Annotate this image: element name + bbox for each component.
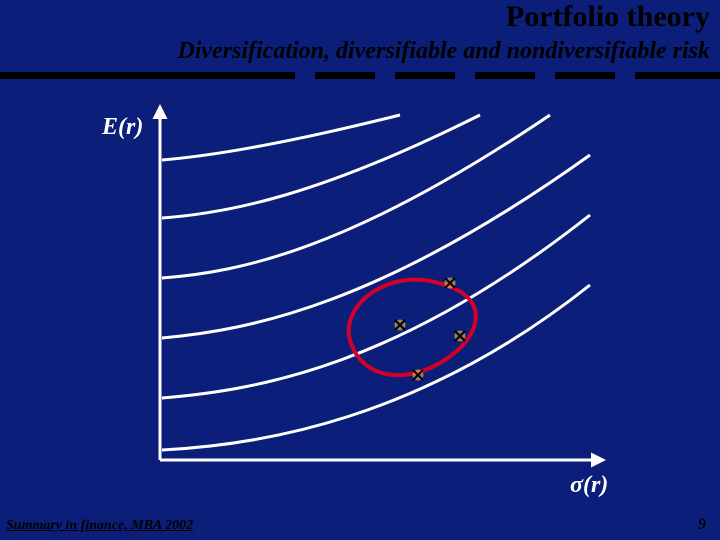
- page-number: 9: [698, 516, 706, 534]
- indifference-curve: [162, 115, 400, 160]
- divider-segment: [635, 72, 720, 79]
- chart-area: E(r) σ(r): [100, 100, 620, 490]
- indifference-curve: [162, 115, 550, 278]
- slide-subtitle: Diversification, diversifiable and nondi…: [177, 38, 710, 65]
- footer-left: Summary in finance, MBA 2002: [6, 518, 193, 534]
- slide-title: Portfolio theory: [506, 0, 710, 34]
- x-axis-label: σ(r): [570, 472, 608, 499]
- divider: [0, 72, 720, 82]
- indifference-curve: [162, 155, 590, 338]
- slide: Portfolio theory Diversification, divers…: [0, 0, 720, 540]
- indifference-curve: [162, 115, 480, 218]
- divider-segment: [395, 72, 455, 79]
- efficient-frontier: [349, 280, 476, 375]
- divider-segment: [315, 72, 375, 79]
- divider-segment: [0, 72, 295, 79]
- indifference-curve: [162, 285, 590, 450]
- divider-segment: [475, 72, 535, 79]
- divider-segment: [555, 72, 615, 79]
- chart-svg: [100, 100, 620, 500]
- y-axis-label: E(r): [102, 114, 143, 141]
